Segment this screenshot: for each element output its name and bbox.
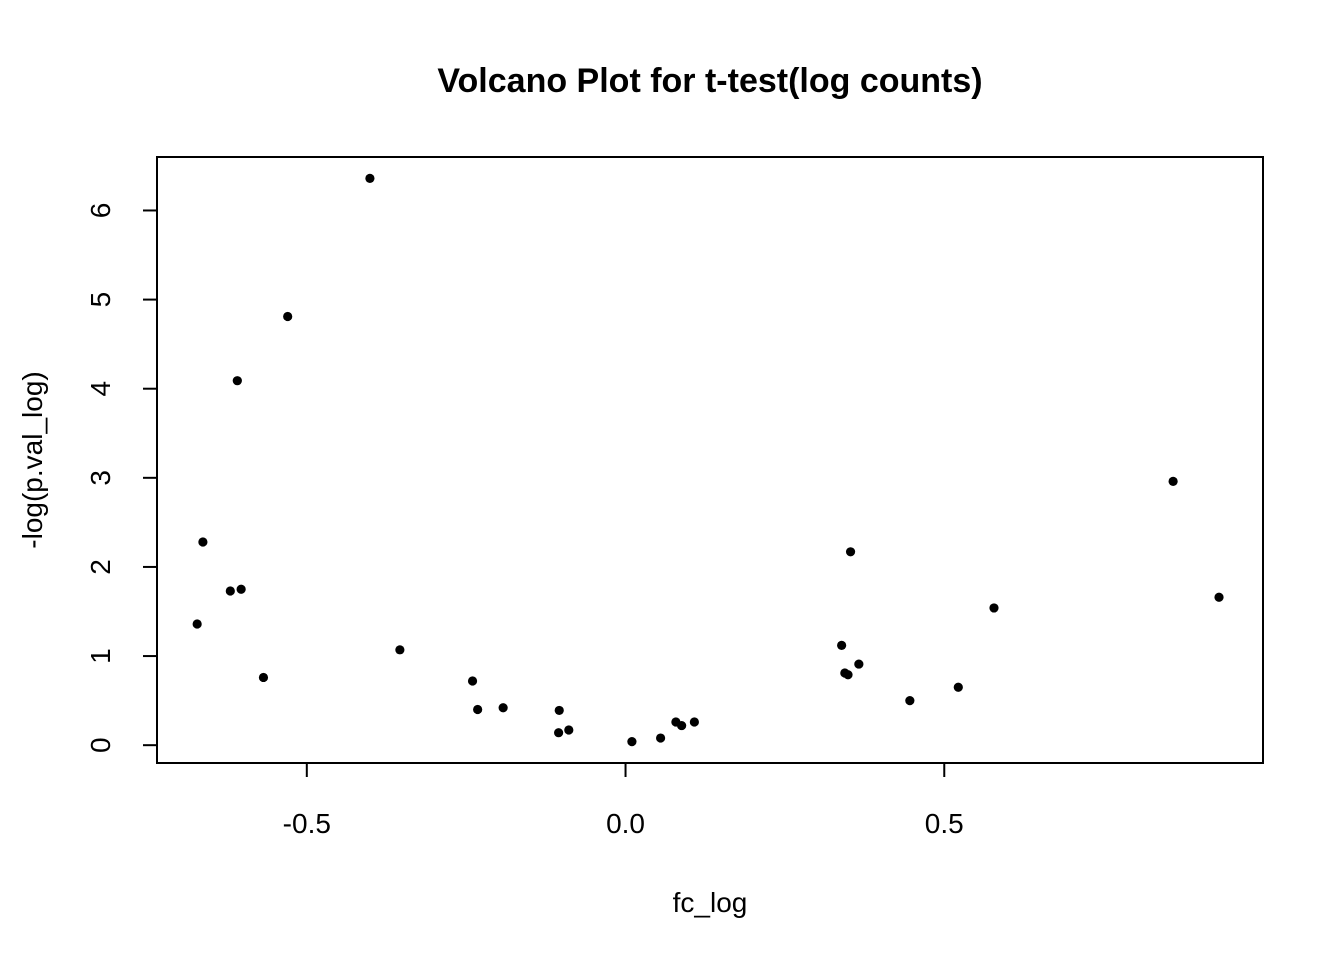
data-point — [854, 659, 864, 669]
data-point — [283, 311, 293, 322]
data-point — [225, 586, 235, 596]
data-point — [473, 704, 483, 715]
data-point — [467, 676, 478, 686]
y-tick-label: 5 — [85, 292, 116, 308]
y-tick-label: 4 — [85, 381, 116, 397]
chart-title: Volcano Plot for t-test(log counts) — [437, 62, 982, 100]
data-point — [905, 696, 915, 706]
data-point — [192, 619, 202, 629]
y-tick-label: 1 — [85, 648, 116, 664]
y-tick-label: 0 — [85, 737, 116, 753]
data-point — [1168, 476, 1178, 486]
data-point — [837, 640, 847, 650]
data-point — [677, 720, 687, 731]
data-point — [232, 376, 242, 386]
data-point — [554, 705, 564, 716]
data-point — [498, 703, 508, 713]
y-axis-label: -log(p.val_log) — [17, 371, 48, 548]
data-point — [198, 537, 208, 547]
data-point — [953, 682, 963, 692]
data-point — [554, 728, 564, 738]
x-tick-label: -0.5 — [283, 808, 331, 839]
data-point — [627, 737, 637, 747]
data-point — [1214, 592, 1224, 602]
data-point — [365, 173, 375, 183]
data-point — [989, 603, 999, 613]
data-point — [395, 645, 405, 655]
data-point — [843, 670, 853, 680]
plot-frame — [156, 156, 1264, 764]
y-axis: 0 1 2 3 4 5 6 — [85, 203, 158, 753]
data-point — [258, 672, 269, 683]
data-point — [845, 547, 856, 557]
x-axis: -0.5 0.0 0.5 — [283, 762, 964, 839]
x-tick-label: 0.0 — [606, 808, 645, 839]
data-point — [655, 733, 666, 743]
y-tick-label: 2 — [85, 559, 116, 575]
y-tick-label: 3 — [85, 470, 116, 486]
y-tick-label: 6 — [85, 203, 116, 219]
x-axis-label: fc_log — [673, 887, 748, 918]
data-points — [192, 173, 1224, 747]
data-point — [564, 725, 574, 735]
data-point — [236, 584, 246, 594]
x-tick-label: 0.5 — [925, 808, 964, 839]
data-point — [689, 717, 699, 727]
